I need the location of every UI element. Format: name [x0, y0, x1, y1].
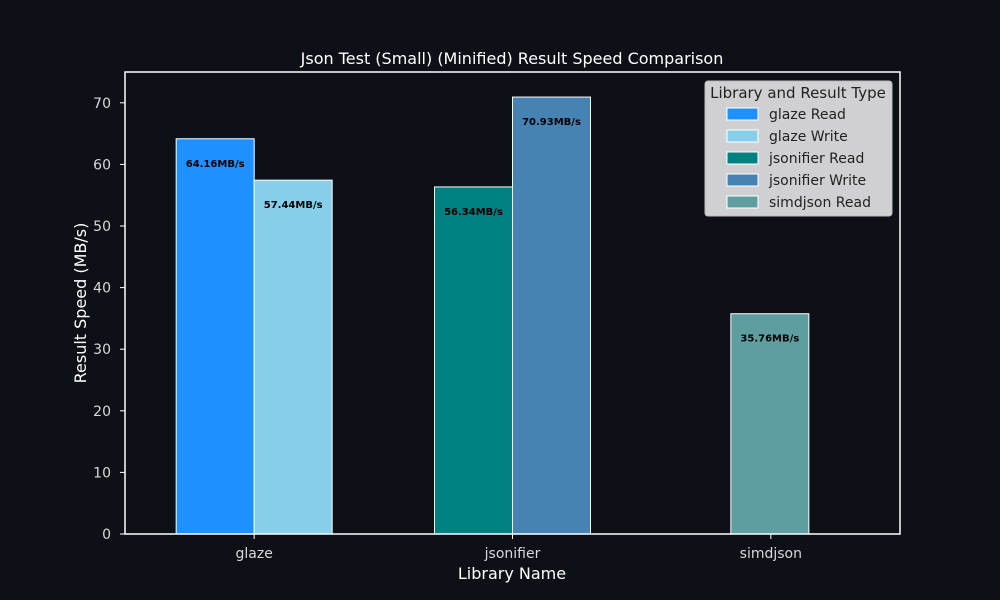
legend-entry-label: glaze Write	[769, 129, 848, 145]
legend-swatch	[726, 195, 759, 209]
y-tick-label: 10	[93, 465, 111, 481]
chart-title: Json Test (Small) (Minified) Result Spee…	[300, 49, 724, 68]
legend-swatch	[726, 173, 759, 187]
bar-glaze-read	[175, 138, 255, 535]
bar-jsonifier-read	[434, 186, 513, 535]
bar-value-label: 56.34MB/s	[444, 207, 503, 218]
y-tick-label: 50	[93, 219, 111, 235]
y-tick-label: 20	[93, 404, 111, 420]
legend: Library and Result Type glaze Readglaze …	[704, 80, 893, 217]
x-tick-label: simdjson	[740, 546, 802, 562]
legend-items: glaze Read glaze Write jsonifier Read jsoni…	[726, 107, 871, 211]
y-axis-label: Result Speed (MB/s)	[71, 223, 90, 384]
y-tick-label: 70	[93, 96, 111, 112]
bar-value-label: 64.16MB/s	[186, 159, 245, 170]
legend-title: Library and Result Type	[710, 84, 886, 102]
legend-swatch	[726, 107, 759, 121]
legend-entry-label: simdjson Read	[769, 195, 871, 211]
bar-value-label: 57.44MB/s	[264, 200, 323, 211]
legend-swatch	[726, 129, 759, 143]
bar-simdjson-read	[730, 313, 810, 535]
bar-glaze-write	[253, 179, 333, 535]
bar-value-label: 70.93MB/s	[522, 117, 581, 128]
x-tick-label: jsonifier	[484, 546, 541, 562]
y-axis-ticks: 0 10 20 30 40 50 60 70	[93, 96, 125, 543]
bar-jsonifier-write	[512, 96, 591, 535]
y-tick-label: 30	[93, 342, 111, 358]
x-axis-ticks: glaze jsonifier simdjson	[236, 534, 802, 562]
y-tick-label: 60	[93, 157, 111, 173]
bar-labels-group: 64.16MB/s 57.44MB/s 56.34MB/s 70.93MB/s 35.7…	[186, 117, 800, 345]
x-tick-label: glaze	[236, 546, 273, 562]
bars-group	[175, 96, 810, 535]
bar-value-label: 35.76MB/s	[740, 334, 799, 345]
y-tick-label: 40	[93, 281, 111, 297]
y-tick-label: 0	[102, 527, 111, 543]
legend-entry-label: glaze Read	[769, 107, 846, 123]
x-axis-label: Library Name	[458, 564, 566, 583]
legend-entry-label: jsonifier Write	[768, 173, 866, 189]
legend-swatch	[726, 151, 759, 165]
legend-entry-label: jsonifier Read	[768, 151, 864, 167]
